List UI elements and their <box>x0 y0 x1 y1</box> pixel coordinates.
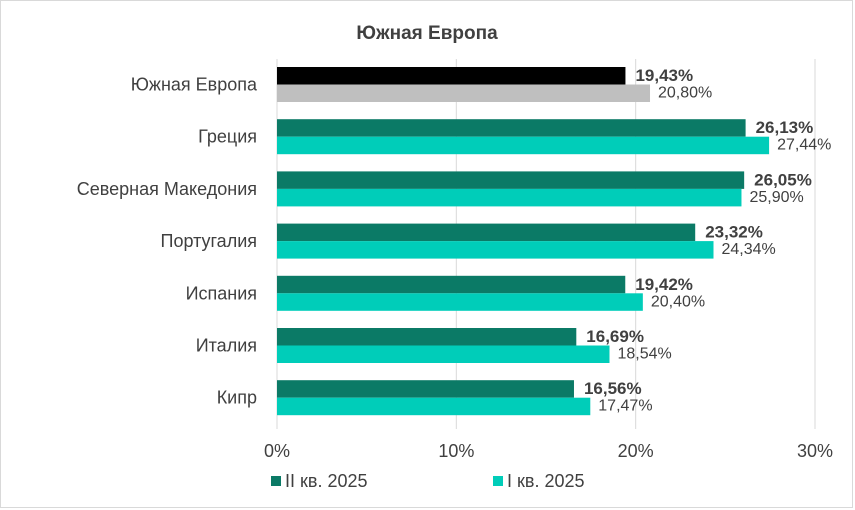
bar-q1-2025 <box>277 345 610 363</box>
x-tick-label: 20% <box>618 441 654 461</box>
x-tick-label: 0% <box>264 441 290 461</box>
category-label: Испания <box>186 283 257 303</box>
bar-q2-2025 <box>277 275 626 294</box>
category-label: Кипр <box>217 388 257 408</box>
data-label: 20,80% <box>658 85 712 102</box>
data-label: 27,44% <box>777 137 831 154</box>
category-labels: Южная Европа Греция Северная Македония Порт… <box>77 75 258 408</box>
bar-q1-2025 <box>277 241 714 259</box>
data-label: 18,54% <box>617 346 671 363</box>
data-label: 19,42% <box>635 275 693 294</box>
bar-q1-2025 <box>277 293 643 311</box>
bar-q2-2025 <box>277 171 745 189</box>
bars <box>277 67 770 416</box>
category-label: Португалия <box>161 231 258 251</box>
data-labels: 19,43%20,80% 26,13%27,44% 26,05%25,90% 23,3… <box>584 66 831 415</box>
legend-swatch <box>271 476 281 486</box>
x-axis-ticks: 0% 10% 20% 30% <box>264 441 833 461</box>
bar-q1-2025 <box>277 136 770 155</box>
data-label: 26,05% <box>754 170 812 189</box>
category-label: Италия <box>196 336 257 356</box>
x-tick-label: 30% <box>797 441 833 461</box>
data-label: 17,47% <box>598 398 652 415</box>
data-label: 20,40% <box>651 293 705 310</box>
bar-q2-2025 <box>277 328 577 346</box>
data-label: 23,32% <box>705 223 763 242</box>
category-label: Южная Европа <box>131 75 258 95</box>
data-label: 24,34% <box>721 241 775 258</box>
data-label: 25,90% <box>749 189 803 206</box>
category-label: Северная Македония <box>77 179 257 199</box>
category-label: Греция <box>198 127 257 147</box>
legend-label: II кв. 2025 <box>285 471 368 491</box>
bar-q1-2025 <box>277 188 742 207</box>
data-label: 26,13% <box>756 118 814 137</box>
bar-q1-2025 <box>277 84 651 102</box>
bar-q2-2025 <box>277 223 696 242</box>
bar-q2-2025 <box>277 67 626 85</box>
data-label: 16,69% <box>586 327 644 346</box>
data-label: 19,43% <box>635 66 693 85</box>
bar-q1-2025 <box>277 397 591 416</box>
data-label: 16,56% <box>584 379 642 398</box>
legend-label: I кв. 2025 <box>507 471 584 491</box>
chart-title: Южная Европа <box>356 23 498 44</box>
legend: II кв. 2025 I кв. 2025 <box>271 471 584 491</box>
bar-q2-2025 <box>277 119 746 137</box>
bar-q2-2025 <box>277 380 574 398</box>
legend-swatch <box>493 476 503 486</box>
x-tick-label: 10% <box>438 441 474 461</box>
